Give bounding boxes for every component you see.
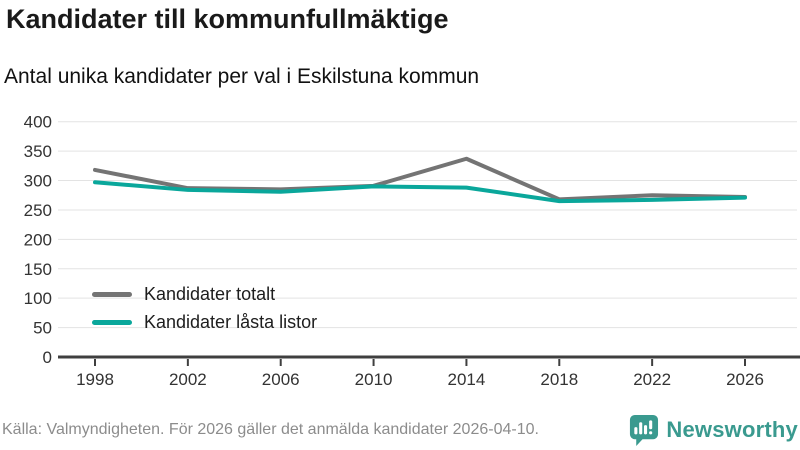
chart-title: Kandidater till kommunfullmäktige	[6, 4, 449, 34]
source-note: Källa: Valmyndigheten. För 2026 gäller d…	[2, 421, 539, 438]
legend: Kandidater totalt Kandidater låsta listor	[92, 280, 317, 336]
x-tick-label: 2002	[169, 370, 207, 389]
newsworthy-logo-icon	[630, 414, 659, 446]
series-line	[93, 180, 747, 204]
legend-swatch	[92, 319, 132, 325]
newsworthy-logo-text: Newsworthy	[666, 417, 798, 442]
y-tick-label: 100	[24, 289, 52, 308]
legend-item: Kandidater låsta listor	[92, 308, 317, 336]
y-tick-label: 250	[24, 201, 52, 220]
line-chart: 0 50 100 150 200 250 300 350 400 1998 2002 2006 2010…	[0, 100, 800, 400]
y-tick-label: 50	[33, 319, 52, 338]
x-tick-label: 2026	[726, 370, 764, 389]
legend-label: Kandidater låsta listor	[144, 311, 318, 332]
x-tick-label: 2018	[540, 370, 578, 389]
y-tick-label: 300	[24, 172, 52, 191]
y-tick-label: 200	[24, 230, 52, 249]
newsworthy-logo: Newsworthy	[628, 414, 798, 447]
x-tick-label: 2006	[262, 370, 300, 389]
y-tick-label: 350	[24, 142, 52, 161]
y-tick-label: 400	[24, 113, 52, 132]
x-tick-label: 1998	[76, 370, 114, 389]
legend-item: Kandidater totalt	[92, 280, 317, 308]
footer: Källa: Valmyndigheten. För 2026 gäller d…	[0, 410, 800, 450]
line-chart-canvas: 0 50 100 150 200 250 300 350 400 1998 2002 2006 2010…	[24, 113, 800, 389]
series-line	[93, 156, 747, 202]
x-tick-label: 2014	[448, 370, 486, 389]
y-tick-label: 0	[43, 348, 52, 367]
legend-swatch	[92, 291, 132, 297]
x-tick-label: 2022	[633, 370, 671, 389]
x-tick-label: 2010	[355, 370, 393, 389]
y-tick-label: 150	[24, 260, 52, 279]
legend-label: Kandidater totalt	[144, 283, 276, 304]
chart-subtitle: Antal unika kandidater per val i Eskilst…	[4, 65, 480, 88]
